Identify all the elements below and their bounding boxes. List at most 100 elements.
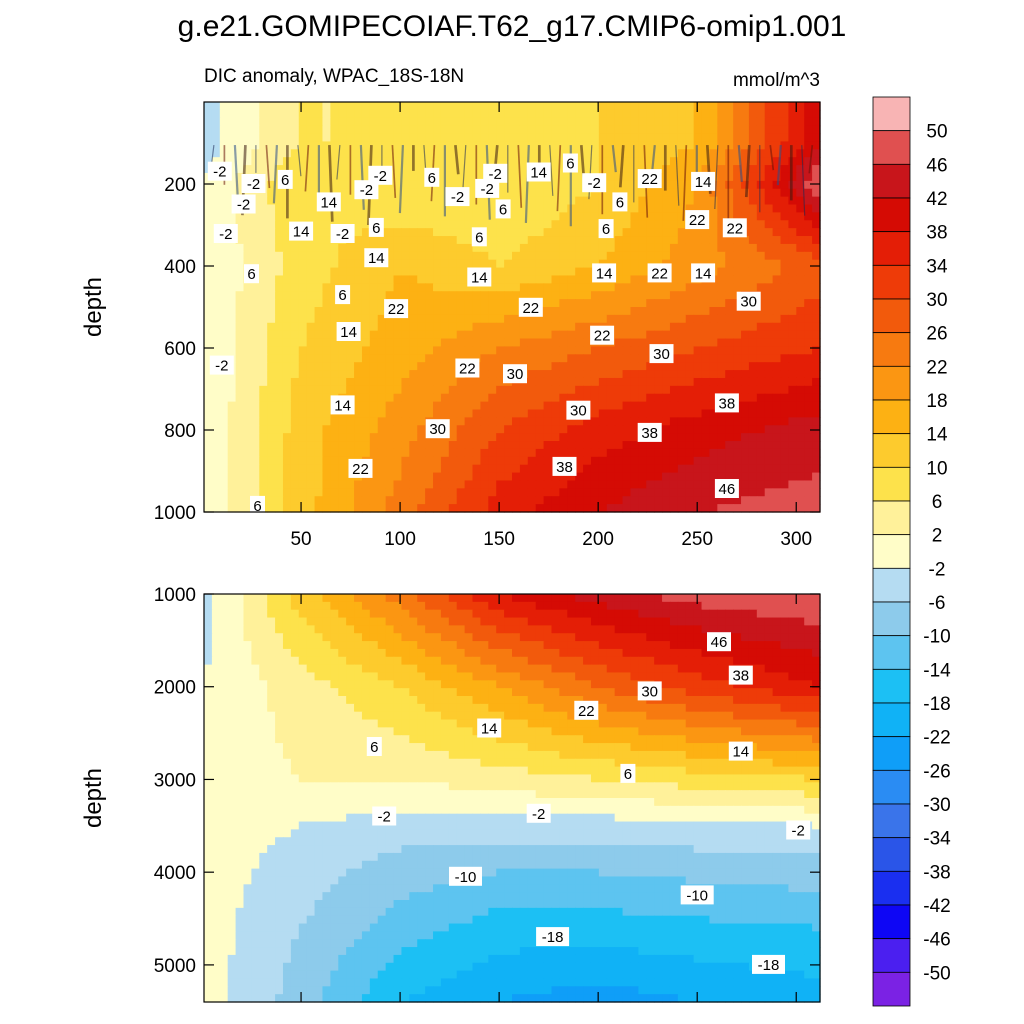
up-field-cell <box>662 385 671 395</box>
up-field-cell <box>748 275 758 284</box>
lo-field-cell <box>741 648 750 658</box>
up-field-cell <box>583 228 592 237</box>
up-field-cell <box>504 291 513 300</box>
lo-field-cell <box>472 656 482 666</box>
lo-field-cell <box>701 601 711 611</box>
up-field-cell <box>346 283 355 292</box>
lo-field-cell <box>669 633 679 642</box>
up-field-cell <box>448 322 458 332</box>
up-field-cell <box>512 149 521 158</box>
up-field-cell <box>527 133 537 143</box>
up-field-cell <box>622 409 632 418</box>
up-field-cell <box>535 220 545 229</box>
up-field-cell <box>338 275 347 284</box>
up-field-cell <box>227 346 237 355</box>
up-field-cell <box>575 117 584 127</box>
up-field-cell <box>456 141 466 150</box>
lo-field-cell <box>725 656 734 666</box>
up-field-cell <box>440 480 450 489</box>
up-field-cell <box>519 133 529 143</box>
up-field-cell <box>748 102 758 111</box>
up-field-cell <box>701 377 711 387</box>
lo-field-cell <box>756 609 766 619</box>
up-field-cell <box>204 236 213 245</box>
up-field-cell <box>756 441 766 450</box>
up-field-cell <box>590 314 600 324</box>
up-field-cell <box>401 251 410 261</box>
up-field-cell <box>298 480 308 489</box>
up-field-cell <box>464 472 474 482</box>
lo-field-cell <box>741 641 750 650</box>
up-field-cell <box>290 377 300 387</box>
up-field-cell <box>448 228 458 237</box>
up-field-cell <box>211 188 221 198</box>
up-field-cell <box>764 267 774 277</box>
up-field-cell <box>796 307 805 316</box>
lo-field-cell <box>464 648 474 658</box>
up-field-cell <box>598 448 608 458</box>
lo-field-cell <box>393 609 403 619</box>
up-field-cell <box>425 196 434 206</box>
up-field-cell <box>401 322 410 332</box>
up-field-cell <box>725 322 734 332</box>
lo-field-cell <box>433 648 442 658</box>
up-field-cell <box>630 125 639 135</box>
up-field-cell <box>780 102 790 111</box>
up-field-cell <box>409 228 418 237</box>
up-field-cell <box>654 448 663 458</box>
up-field-cell <box>812 472 821 482</box>
up-field-cell <box>590 472 600 482</box>
up-field-cell <box>812 362 821 371</box>
up-field-cell <box>646 314 655 324</box>
lo-field-cell <box>393 633 403 642</box>
up-field-cell <box>251 464 260 474</box>
up-field-cell <box>472 133 482 143</box>
up-field-cell <box>630 496 639 505</box>
up-field-cell <box>456 377 466 387</box>
x-tick-label: 200 <box>582 529 614 550</box>
up-field-cell <box>772 377 782 387</box>
up-field-cell <box>267 125 276 135</box>
up-field-cell <box>267 109 276 119</box>
up-field-cell <box>377 346 387 355</box>
up-field-cell <box>472 409 482 418</box>
up-field-cell <box>701 314 711 324</box>
up-field-cell <box>535 212 545 221</box>
lo-field-cell <box>330 594 339 603</box>
up-field-cell <box>211 433 221 442</box>
lo-field-cell <box>662 633 671 642</box>
up-field-cell <box>409 275 418 284</box>
figure-title: g.e21.GOMIPECOIAF.T62_g17.CMIP6-omip1.00… <box>178 10 847 43</box>
lo-field-cell <box>535 617 545 626</box>
up-field-cell <box>480 109 489 119</box>
up-field-cell <box>598 409 608 418</box>
up-field-cell <box>354 385 363 395</box>
up-field-cell <box>306 283 316 292</box>
up-field-cell <box>251 117 260 127</box>
lo-field-cell <box>204 617 213 626</box>
up-field-cell <box>733 307 742 316</box>
up-field-cell <box>401 504 410 513</box>
lo-field-cell <box>480 656 489 666</box>
up-field-cell <box>662 362 671 371</box>
up-field-cell <box>275 165 284 174</box>
lo-field-cell <box>788 594 797 603</box>
up-field-cell <box>227 141 237 150</box>
up-field-cell <box>551 377 560 387</box>
up-field-cell <box>685 117 695 127</box>
up-field-cell <box>606 441 616 450</box>
up-field-cell <box>756 291 766 300</box>
surface-streak <box>549 145 554 196</box>
lo-field-cell <box>519 648 529 658</box>
lo-field-cell <box>480 609 489 619</box>
up-field-cell <box>567 417 576 426</box>
up-field-cell <box>275 385 284 395</box>
up-field-cell <box>669 125 679 135</box>
up-field-cell <box>488 354 497 363</box>
lo-field-cell <box>456 601 466 611</box>
up-field-cell <box>519 157 529 166</box>
up-field-cell <box>472 385 482 395</box>
up-field-cell <box>677 228 687 237</box>
lo-field-cell <box>772 656 782 666</box>
up-field-cell <box>259 220 268 229</box>
